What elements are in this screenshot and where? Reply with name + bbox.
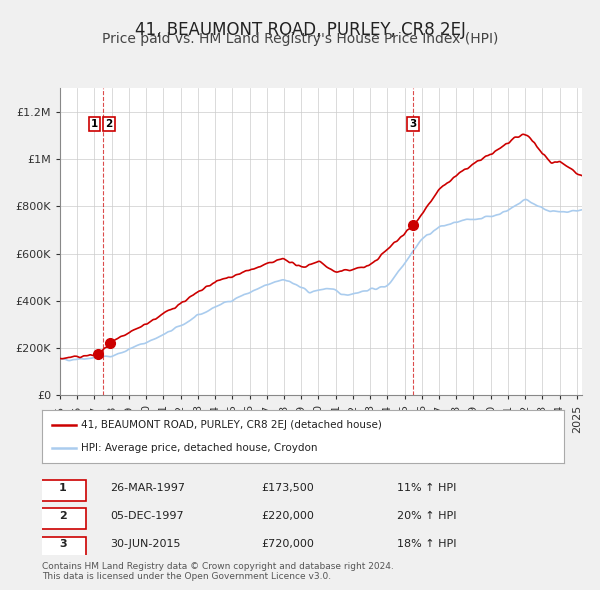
Text: £220,000: £220,000 [261,511,314,521]
Text: 30-JUN-2015: 30-JUN-2015 [110,539,181,549]
FancyBboxPatch shape [40,509,86,529]
Text: 2: 2 [106,119,113,129]
FancyBboxPatch shape [40,480,86,501]
Text: £720,000: £720,000 [261,539,314,549]
Text: Contains HM Land Registry data © Crown copyright and database right 2024.
This d: Contains HM Land Registry data © Crown c… [42,562,394,581]
Text: 11% ↑ HPI: 11% ↑ HPI [397,483,457,493]
Text: 05-DEC-1997: 05-DEC-1997 [110,511,184,521]
Text: 26-MAR-1997: 26-MAR-1997 [110,483,185,493]
Text: 3: 3 [59,539,67,549]
Text: 20% ↑ HPI: 20% ↑ HPI [397,511,457,521]
Text: 3: 3 [410,119,417,129]
Text: Price paid vs. HM Land Registry's House Price Index (HPI): Price paid vs. HM Land Registry's House … [102,32,498,47]
Text: 1: 1 [91,119,98,129]
Text: 41, BEAUMONT ROAD, PURLEY, CR8 2EJ (detached house): 41, BEAUMONT ROAD, PURLEY, CR8 2EJ (deta… [81,420,382,430]
Text: £173,500: £173,500 [261,483,314,493]
FancyBboxPatch shape [40,537,86,557]
Text: 18% ↑ HPI: 18% ↑ HPI [397,539,457,549]
Text: 2: 2 [59,511,67,521]
Text: HPI: Average price, detached house, Croydon: HPI: Average price, detached house, Croy… [81,443,317,453]
Text: 1: 1 [59,483,67,493]
Text: 41, BEAUMONT ROAD, PURLEY, CR8 2EJ: 41, BEAUMONT ROAD, PURLEY, CR8 2EJ [134,21,466,39]
